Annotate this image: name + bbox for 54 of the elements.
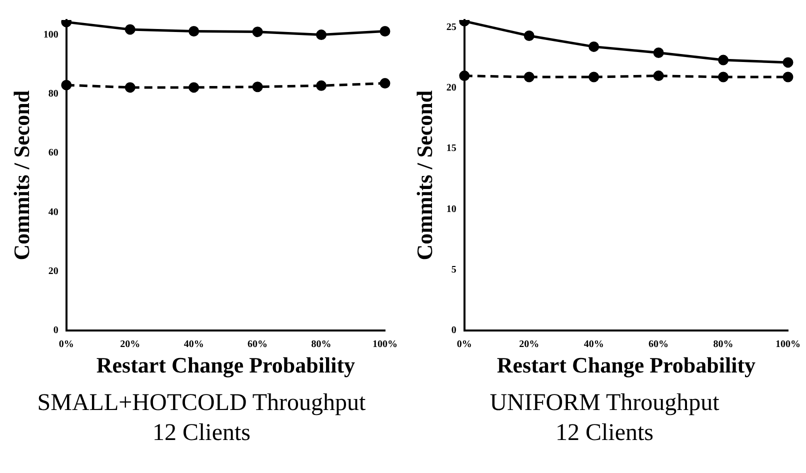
point: [316, 80, 327, 91]
point: [252, 26, 263, 38]
point: [524, 30, 534, 42]
point: [124, 82, 136, 93]
point: [124, 24, 136, 35]
x-tick-label: 40%: [584, 339, 604, 350]
point: [782, 57, 794, 68]
point: [188, 82, 200, 93]
x-tick-label: 60%: [248, 339, 268, 350]
y-tick-label: 0: [53, 325, 58, 336]
text: UNIFORM Throughput: [490, 389, 720, 418]
x-tick-label: 40%: [184, 339, 204, 350]
x-tick-label: 100%: [372, 339, 398, 350]
x-tick-label: 100%: [776, 339, 800, 350]
y-tick-label: 100: [43, 29, 58, 40]
point: [653, 70, 664, 82]
point: [459, 70, 470, 82]
point: [782, 72, 794, 82]
y-tick-label: 40: [48, 206, 58, 218]
x-tick-label: 80%: [311, 339, 332, 350]
x-axis-title: Restart Change Probability: [496, 352, 756, 378]
point: [524, 72, 534, 82]
point: [380, 78, 390, 89]
y-tick-label: 15: [446, 143, 456, 154]
point: [718, 54, 729, 66]
point: [61, 80, 72, 90]
point: [718, 72, 729, 82]
point: [252, 82, 263, 92]
y-axis-title: Commits / Second: [412, 90, 437, 260]
point: [588, 72, 600, 82]
y-tick-label: 5: [451, 264, 456, 276]
point: [188, 26, 200, 36]
y-tick-label: 10: [446, 204, 456, 215]
point: [316, 30, 327, 40]
x-tick-label: 80%: [713, 339, 734, 350]
y-tick-label: 60: [48, 148, 58, 159]
x-tick-label: 0%: [456, 339, 472, 350]
x-tick-label: 0%: [58, 339, 74, 350]
y-tick-label: 20: [446, 82, 456, 94]
x-tick-label: 20%: [120, 339, 140, 350]
y-tick-label: 0: [451, 325, 456, 336]
x-tick-label: 60%: [648, 339, 669, 350]
text: 12 Clients: [554, 419, 654, 448]
x-axis-title: Restart Change Probability: [96, 352, 356, 378]
text: 12 Clients: [151, 419, 252, 448]
y-tick-label: 80: [48, 88, 58, 100]
y-tick-label: 25: [446, 22, 456, 33]
point: [588, 41, 600, 52]
text: SMALL+HOTCOLD Throughput: [37, 389, 366, 418]
point: [653, 48, 664, 58]
y-axis-title: Commits / Second: [8, 90, 34, 260]
x-tick-label: 20%: [519, 339, 540, 350]
y-tick-label: 20: [48, 266, 58, 278]
point: [380, 26, 390, 36]
